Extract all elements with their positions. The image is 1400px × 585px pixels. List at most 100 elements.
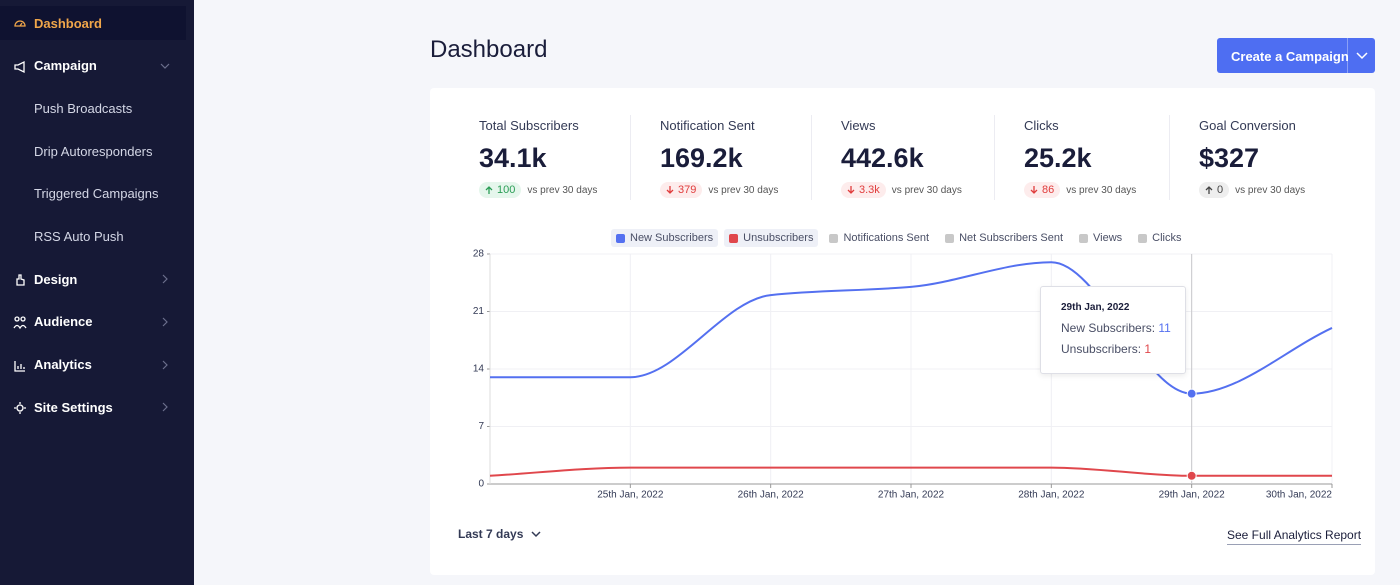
tooltip-value: 11 (1158, 321, 1171, 335)
nav-label[interactable]: Design (34, 271, 78, 287)
chevron-shape (162, 360, 168, 370)
create-campaign-button[interactable]: Create a Campaign (1217, 38, 1375, 73)
stat: Total Subscribers 34.1k 100 vs prev 30 days (479, 118, 597, 198)
stat-change: 100 vs prev 30 days (479, 182, 597, 198)
chevron-shape (162, 402, 168, 412)
x-tick-label: 28th Jan, 2022 (1018, 490, 1085, 501)
divider (811, 115, 812, 200)
legend-swatch (616, 233, 625, 243)
nav-label[interactable]: Audience (34, 314, 93, 330)
nav-icon (14, 60, 25, 73)
nav-subitem[interactable]: RSS Auto Push (0, 220, 186, 254)
chevron-shape (162, 274, 168, 284)
nav-item[interactable]: Site Settings (0, 390, 186, 424)
point (1186, 470, 1197, 481)
tooltip-title: 29th Jan, 2022 (1061, 302, 1130, 313)
stat-change: 3.3k vs prev 30 days (841, 182, 962, 198)
arrow-shape (1205, 185, 1213, 194)
nav-label[interactable]: Dashboard (34, 15, 102, 31)
range-selector[interactable]: Last 7 days (458, 527, 541, 541)
legend-label[interactable]: New Subscribers (630, 232, 714, 244)
legend-item[interactable]: Clicks (1133, 229, 1186, 247)
compare-note: vs prev 30 days (708, 184, 779, 196)
stat-label: Views (841, 118, 876, 133)
change-pill: 379 (660, 182, 703, 198)
nav-subitem[interactable]: Triggered Campaigns (0, 177, 186, 211)
icon-shape (14, 402, 26, 415)
button-label[interactable]: Create a Campaign (1231, 49, 1349, 64)
dropdown-icon[interactable] (1356, 52, 1368, 60)
stat-label: Goal Conversion (1199, 118, 1296, 133)
nav-item[interactable]: Design (0, 262, 186, 296)
nav-subitem[interactable]: Drip Autoresponders (0, 134, 186, 168)
icon-shape (14, 360, 25, 372)
tooltip-row: New Subscribers: 11 (1061, 321, 1185, 335)
divider (1169, 115, 1170, 200)
nav-label[interactable]: RSS Auto Push (34, 229, 124, 244)
legend-label[interactable]: Views (1093, 232, 1123, 244)
nav-item[interactable]: Audience (0, 305, 186, 339)
legend-item[interactable]: Notifications Sent (824, 229, 934, 247)
stat-value: $327 (1199, 143, 1260, 173)
x-tick-label: 27th Jan, 2022 (878, 490, 945, 501)
nav-label[interactable]: Site Settings (34, 399, 113, 415)
stat-label: Notification Sent (660, 118, 755, 133)
legend-swatch (829, 233, 839, 243)
trend-arrow (1205, 185, 1213, 194)
legend-label[interactable]: Net Subscribers Sent (959, 232, 1063, 244)
nav-item[interactable]: Campaign (0, 49, 186, 83)
stat-value: 25.2k (1024, 143, 1092, 173)
stat: Views 442.6k 3.3k vs prev 30 days (841, 118, 962, 198)
nav-icon (16, 274, 25, 286)
sidebar: Dashboard Campaign Push Broadcasts Drip Aut… (0, 0, 194, 585)
change-value: 3.3k (859, 184, 880, 196)
nav-label[interactable]: Triggered Campaigns (34, 186, 159, 202)
nav-item[interactable]: Dashboard (0, 6, 186, 40)
change-value: 86 (1042, 184, 1055, 196)
button-divider (1347, 38, 1348, 73)
legend-swatch (1079, 233, 1088, 243)
stat-change: 86 vs prev 30 days (1024, 182, 1136, 198)
stat: Notification Sent 169.2k 379 vs prev 30 day… (660, 118, 778, 198)
y-tick-label: 0 (478, 479, 484, 490)
change-pill: 100 (479, 182, 522, 198)
chevron-shape (160, 63, 170, 69)
legend-label[interactable]: Notifications Sent (843, 232, 930, 244)
range-label[interactable]: Last 7 days (458, 527, 524, 541)
legend-label[interactable]: Unsubscribers (743, 232, 814, 244)
change-pill: 3.3k (841, 182, 886, 198)
change-value: 100 (497, 184, 516, 196)
legend-item[interactable]: New Subscribers (611, 229, 719, 247)
arrow-shape (485, 185, 493, 194)
tooltip-value: 1 (1144, 342, 1152, 356)
legend-item[interactable]: Unsubscribers (724, 229, 819, 247)
stat-value: 442.6k (841, 143, 924, 173)
legend-item[interactable]: Net Subscribers Sent (940, 229, 1068, 247)
legend-item[interactable]: Views (1074, 229, 1127, 247)
chevron (162, 317, 168, 327)
arrow-shape (1030, 185, 1038, 194)
trend-arrow (1030, 185, 1038, 194)
nav-icon (14, 402, 26, 415)
legend-label[interactable]: Clicks (1152, 232, 1182, 244)
nav-item[interactable]: Analytics (0, 348, 186, 382)
chevron (160, 63, 170, 69)
tooltip: 29th Jan, 2022 New Subscribers: 11 Unsub… (1040, 286, 1186, 374)
stat-label: Total Subscribers (479, 118, 579, 133)
icon-shape (13, 316, 27, 330)
icon-shape (16, 274, 25, 286)
chevron-shape (162, 317, 168, 327)
nav-icon (13, 316, 27, 330)
nav-label[interactable]: Drip Autoresponders (34, 143, 153, 159)
x-tick-label: 26th Jan, 2022 (738, 490, 805, 501)
tooltip-label: New Subscribers: (1061, 321, 1156, 335)
nav-label[interactable]: Campaign (34, 58, 97, 74)
analytics-link[interactable]: See Full Analytics Report (1227, 528, 1362, 545)
nav-label[interactable]: Push Broadcasts (34, 100, 133, 116)
change-value: 0 (1217, 184, 1224, 196)
nav-label[interactable]: Analytics (34, 357, 92, 373)
compare-note: vs prev 30 days (527, 184, 598, 196)
nav-subitem[interactable]: Push Broadcasts (0, 91, 186, 125)
chevron (162, 402, 168, 412)
